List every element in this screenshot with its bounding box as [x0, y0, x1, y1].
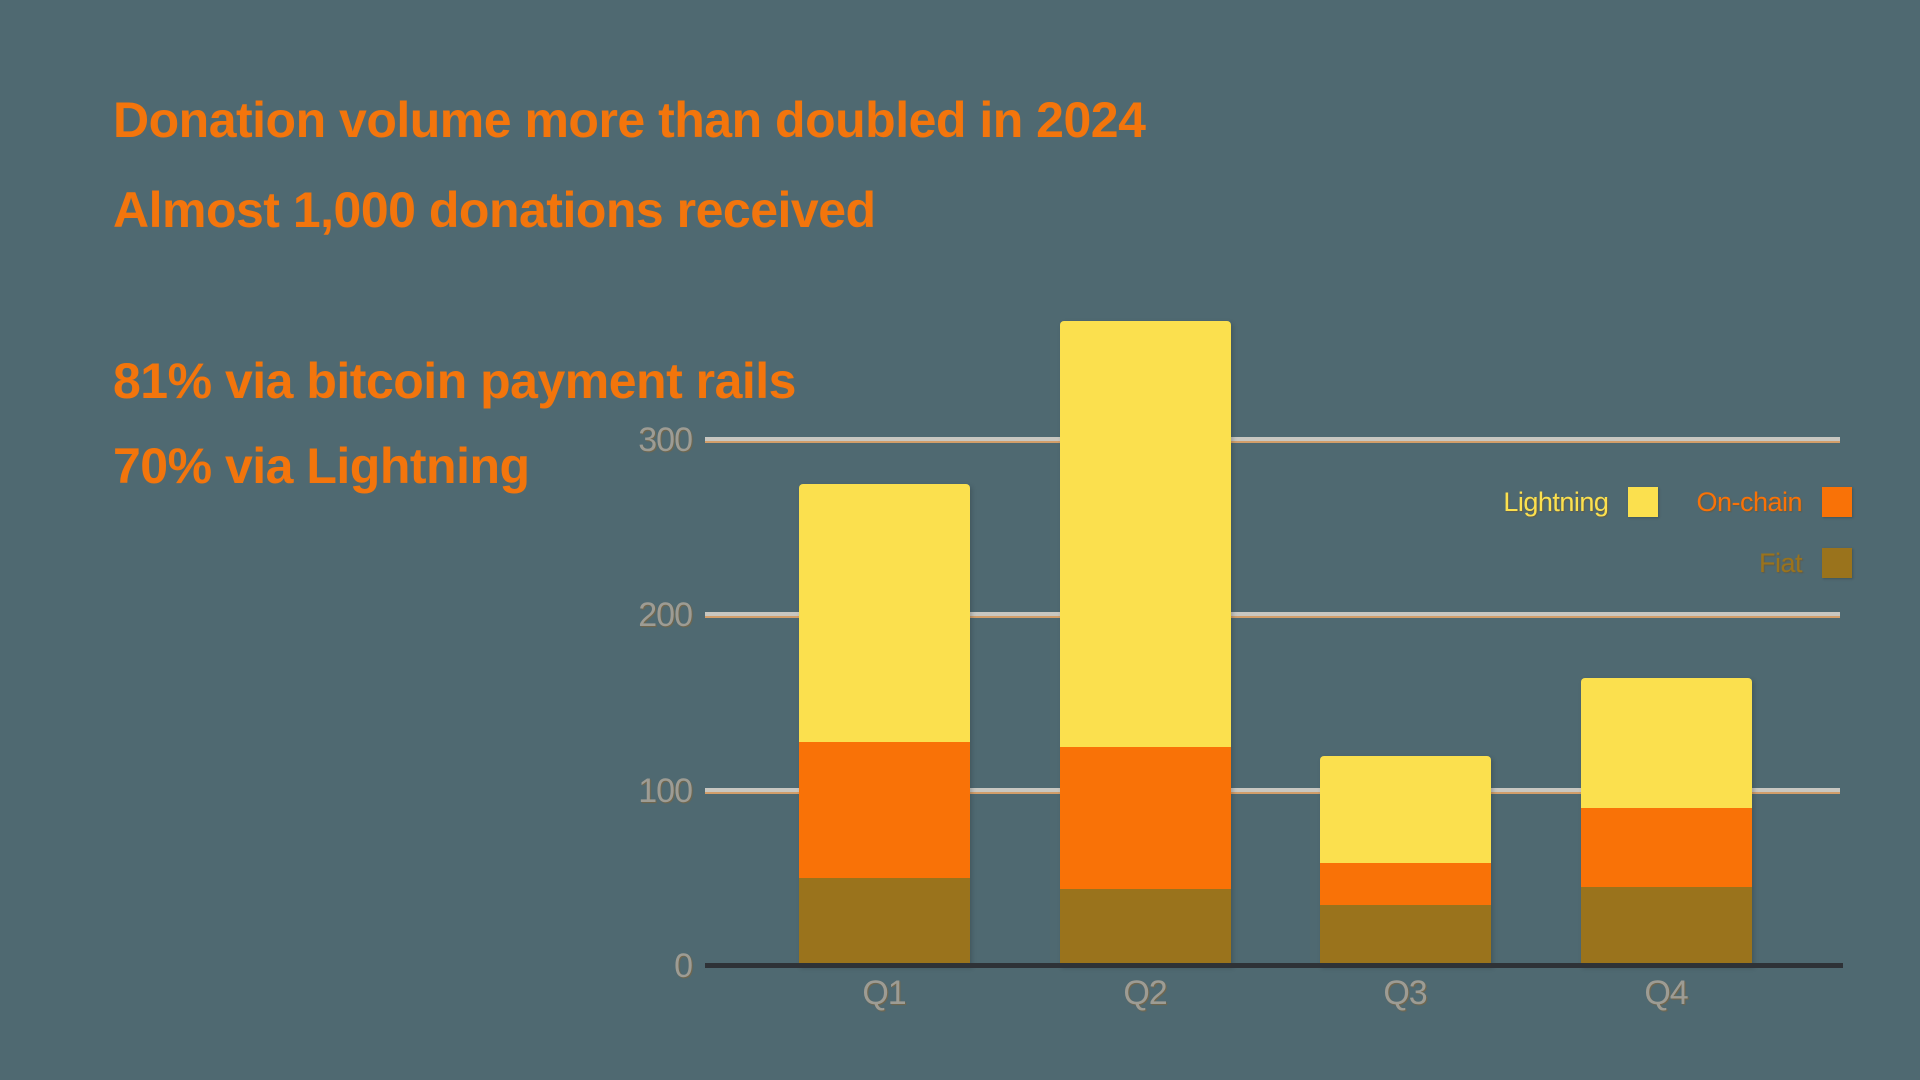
x-axis-label-q4: Q4	[1644, 974, 1688, 1012]
y-axis-label-200: 200	[638, 596, 693, 635]
segment-q1-on-chain	[798, 741, 970, 879]
legend-swatch-fiat	[1822, 548, 1852, 578]
legend-item-lightning: Lightning	[1503, 486, 1659, 518]
x-axis-label-q3: Q3	[1383, 974, 1427, 1012]
segment-q2-on-chain	[1059, 746, 1231, 889]
legend-item-on-chain: On-chain	[1696, 486, 1852, 518]
legend-swatch-on-chain	[1822, 487, 1852, 517]
gridline-300	[705, 437, 1840, 443]
headline-donations-received: Almost 1,000 donations received	[113, 182, 876, 238]
segment-q2-lightning	[1059, 320, 1231, 747]
headline-lightning-share: 70% via Lightning	[113, 438, 530, 494]
headline-bitcoin-rails: 81% via bitcoin payment rails	[113, 353, 797, 409]
legend-label-fiat: Fiat	[1758, 548, 1803, 578]
x-axis-line	[705, 963, 1843, 968]
x-axis-label-q1: Q1	[862, 974, 906, 1012]
legend-item-fiat: Fiat	[1759, 547, 1852, 579]
segment-q4-on-chain	[1580, 808, 1752, 888]
bar-q1	[798, 483, 970, 966]
bar-q3	[1319, 755, 1491, 966]
legend-row-2: Fiat	[1759, 547, 1852, 579]
gridline-100	[705, 787, 1840, 794]
segment-q2-fiat	[1059, 888, 1231, 966]
legend-row-1: Lightning On-chain	[1503, 486, 1852, 518]
y-axis-label-0: 0	[674, 947, 693, 985]
segment-q3-fiat	[1319, 904, 1491, 966]
gridline-200	[705, 612, 1840, 619]
y-axis-label-100: 100	[638, 771, 693, 810]
y-axis-label-300: 300	[638, 421, 693, 459]
bar-q2	[1059, 320, 1231, 966]
segment-q3-on-chain	[1319, 862, 1491, 905]
headline-volume-doubled: Donation volume more than doubled in 202…	[113, 92, 1146, 148]
segment-q3-lightning	[1319, 755, 1491, 863]
x-axis-label-q2: Q2	[1123, 974, 1167, 1012]
legend-label-on-chain: On-chain	[1696, 487, 1802, 517]
segment-q4-lightning	[1580, 678, 1752, 809]
segment-q1-fiat	[798, 878, 970, 966]
segment-q1-lightning	[798, 483, 970, 742]
segment-q4-fiat	[1580, 887, 1752, 966]
legend-swatch-lightning	[1628, 487, 1659, 517]
legend-label-lightning: Lightning	[1503, 487, 1609, 517]
bar-q4	[1580, 678, 1752, 966]
